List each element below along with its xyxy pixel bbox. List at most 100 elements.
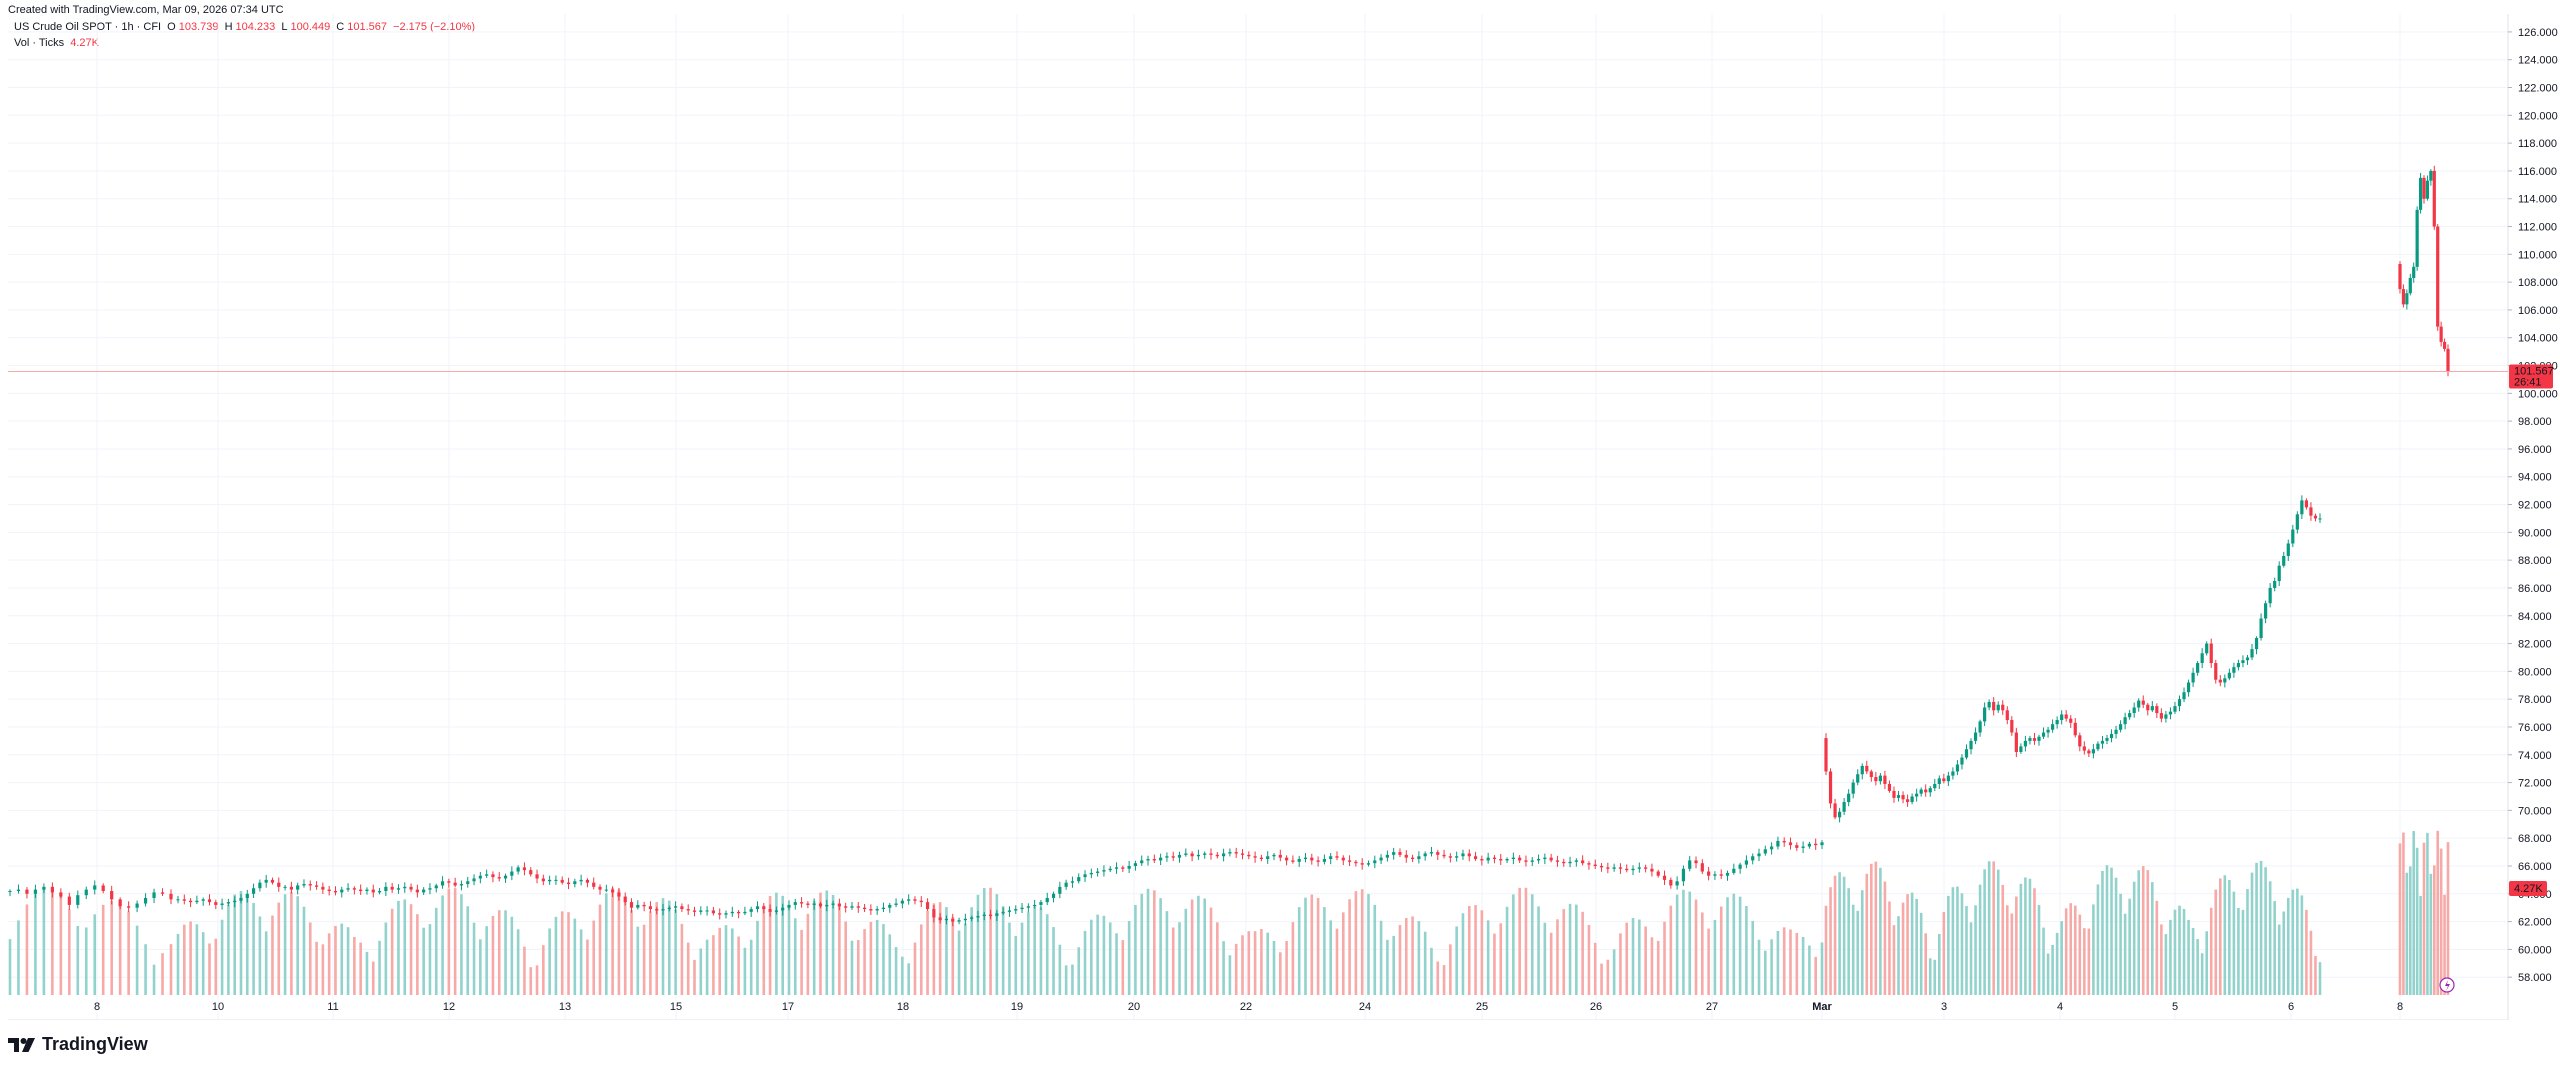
volume-label[interactable]: Vol · Ticks [14, 37, 65, 49]
candle [1637, 862, 1641, 873]
volume-legend[interactable]: Vol · Ticks 4.27K [14, 37, 102, 49]
candle [1329, 852, 1333, 865]
y-tick-label: 68.000 [2518, 833, 2552, 845]
candle [1398, 848, 1402, 858]
candle [1014, 905, 1018, 915]
candle-body [2250, 649, 2254, 658]
candle [1851, 779, 1855, 799]
alert-icon[interactable] [2439, 977, 2455, 993]
candle-body [1089, 872, 1093, 875]
volume-bar [2286, 897, 2290, 995]
candle-body [1007, 910, 1012, 912]
candle [1955, 760, 1960, 776]
candle-body [135, 903, 139, 908]
volume-bar [1928, 958, 1932, 995]
candle [321, 882, 325, 895]
volume-bar [1892, 925, 1896, 995]
candle-body [831, 903, 835, 905]
price-chart[interactable]: 58.00060.00062.00064.00066.00068.00070.0… [0, 0, 2560, 1020]
candle [522, 862, 527, 876]
candle-body [409, 886, 413, 890]
candle [2318, 513, 2322, 523]
volume-bar [227, 904, 230, 995]
candle [1102, 865, 1106, 877]
candle-body [1014, 909, 1018, 911]
candle [1045, 892, 1049, 906]
candle-body [1064, 882, 1068, 887]
candle-body [1719, 874, 1723, 876]
volume-bar [1247, 931, 1251, 995]
volume-bar [812, 900, 816, 995]
volume-bar [1373, 904, 1377, 995]
candle-body [1549, 857, 1553, 861]
volume-bar [1996, 869, 2000, 995]
tradingview-logo[interactable]: TradingView [8, 1034, 148, 1055]
volume-bar [2264, 867, 2267, 995]
grid [8, 14, 2508, 1020]
price-tag-background [2509, 364, 2553, 389]
candle [2236, 659, 2241, 671]
volume-bar [1014, 935, 1018, 995]
candle [1373, 855, 1377, 869]
price-axis[interactable]: 58.00060.00062.00064.00066.00068.00070.0… [2507, 14, 2558, 1020]
volume-bar [1701, 912, 1704, 995]
candle-body [535, 874, 539, 879]
volume-bar [1348, 899, 1351, 995]
symbol-name[interactable]: US Crude Oil SPOT · 1h · CFI [14, 21, 162, 33]
candle-body [667, 907, 671, 910]
candle [497, 872, 501, 882]
candle [1915, 788, 1919, 802]
volume-bar [2228, 880, 2231, 995]
y-tick-label: 110.000 [2518, 249, 2557, 261]
candle-body [459, 884, 464, 886]
candle-body [1385, 854, 1389, 858]
x-tick-label: 5 [2172, 1001, 2178, 1013]
candle [491, 871, 495, 883]
candle [1782, 837, 1786, 847]
candle-body [900, 900, 904, 904]
candle [1171, 851, 1175, 861]
volume-bar [894, 947, 898, 995]
volume-bar [2246, 889, 2249, 995]
candle-body [1656, 871, 1660, 876]
candle-body [2114, 729, 2118, 734]
volume-bar [686, 942, 690, 995]
volume-bar [1140, 893, 1144, 995]
candle-body [699, 910, 703, 912]
candle-body [642, 904, 646, 907]
candle [1114, 862, 1119, 874]
candle-body [152, 892, 156, 898]
volume-bar [1814, 956, 1818, 995]
candle [1837, 807, 1842, 823]
candle-body [1001, 911, 1005, 914]
candle [2232, 662, 2236, 678]
volume-bar [1253, 931, 1257, 995]
lightning-icon [2445, 980, 2450, 991]
volume-bar [1096, 914, 1099, 995]
candle [1919, 787, 1923, 797]
candle [617, 887, 621, 901]
candle [1910, 793, 1914, 805]
candle [2037, 734, 2041, 746]
candle [2418, 173, 2423, 214]
volume-bar [1851, 904, 1855, 995]
candle-body [2223, 678, 2227, 683]
candle [1656, 869, 1660, 878]
created-caption: Created with TradingView.com, Mar 09, 20… [8, 4, 284, 16]
candle [2291, 524, 2295, 548]
volume-bar [1518, 887, 1521, 995]
volume-bar [2087, 928, 2091, 995]
volume-bar [76, 926, 80, 995]
candle-body [1480, 859, 1484, 861]
time-axis[interactable]: 8 10 11 12 13 15 17 18 19 20 22 24 25 26 27 Mar 3 4 5 6 8 [8, 1001, 2508, 1020]
volume-bar [1134, 904, 1137, 995]
volume-bar [705, 939, 709, 995]
candle [1297, 855, 1301, 867]
candle-body [270, 879, 275, 883]
candle [415, 884, 419, 898]
candle-body [1429, 852, 1434, 854]
candle [42, 883, 46, 893]
candle [1335, 851, 1339, 861]
candle-body [692, 910, 697, 912]
